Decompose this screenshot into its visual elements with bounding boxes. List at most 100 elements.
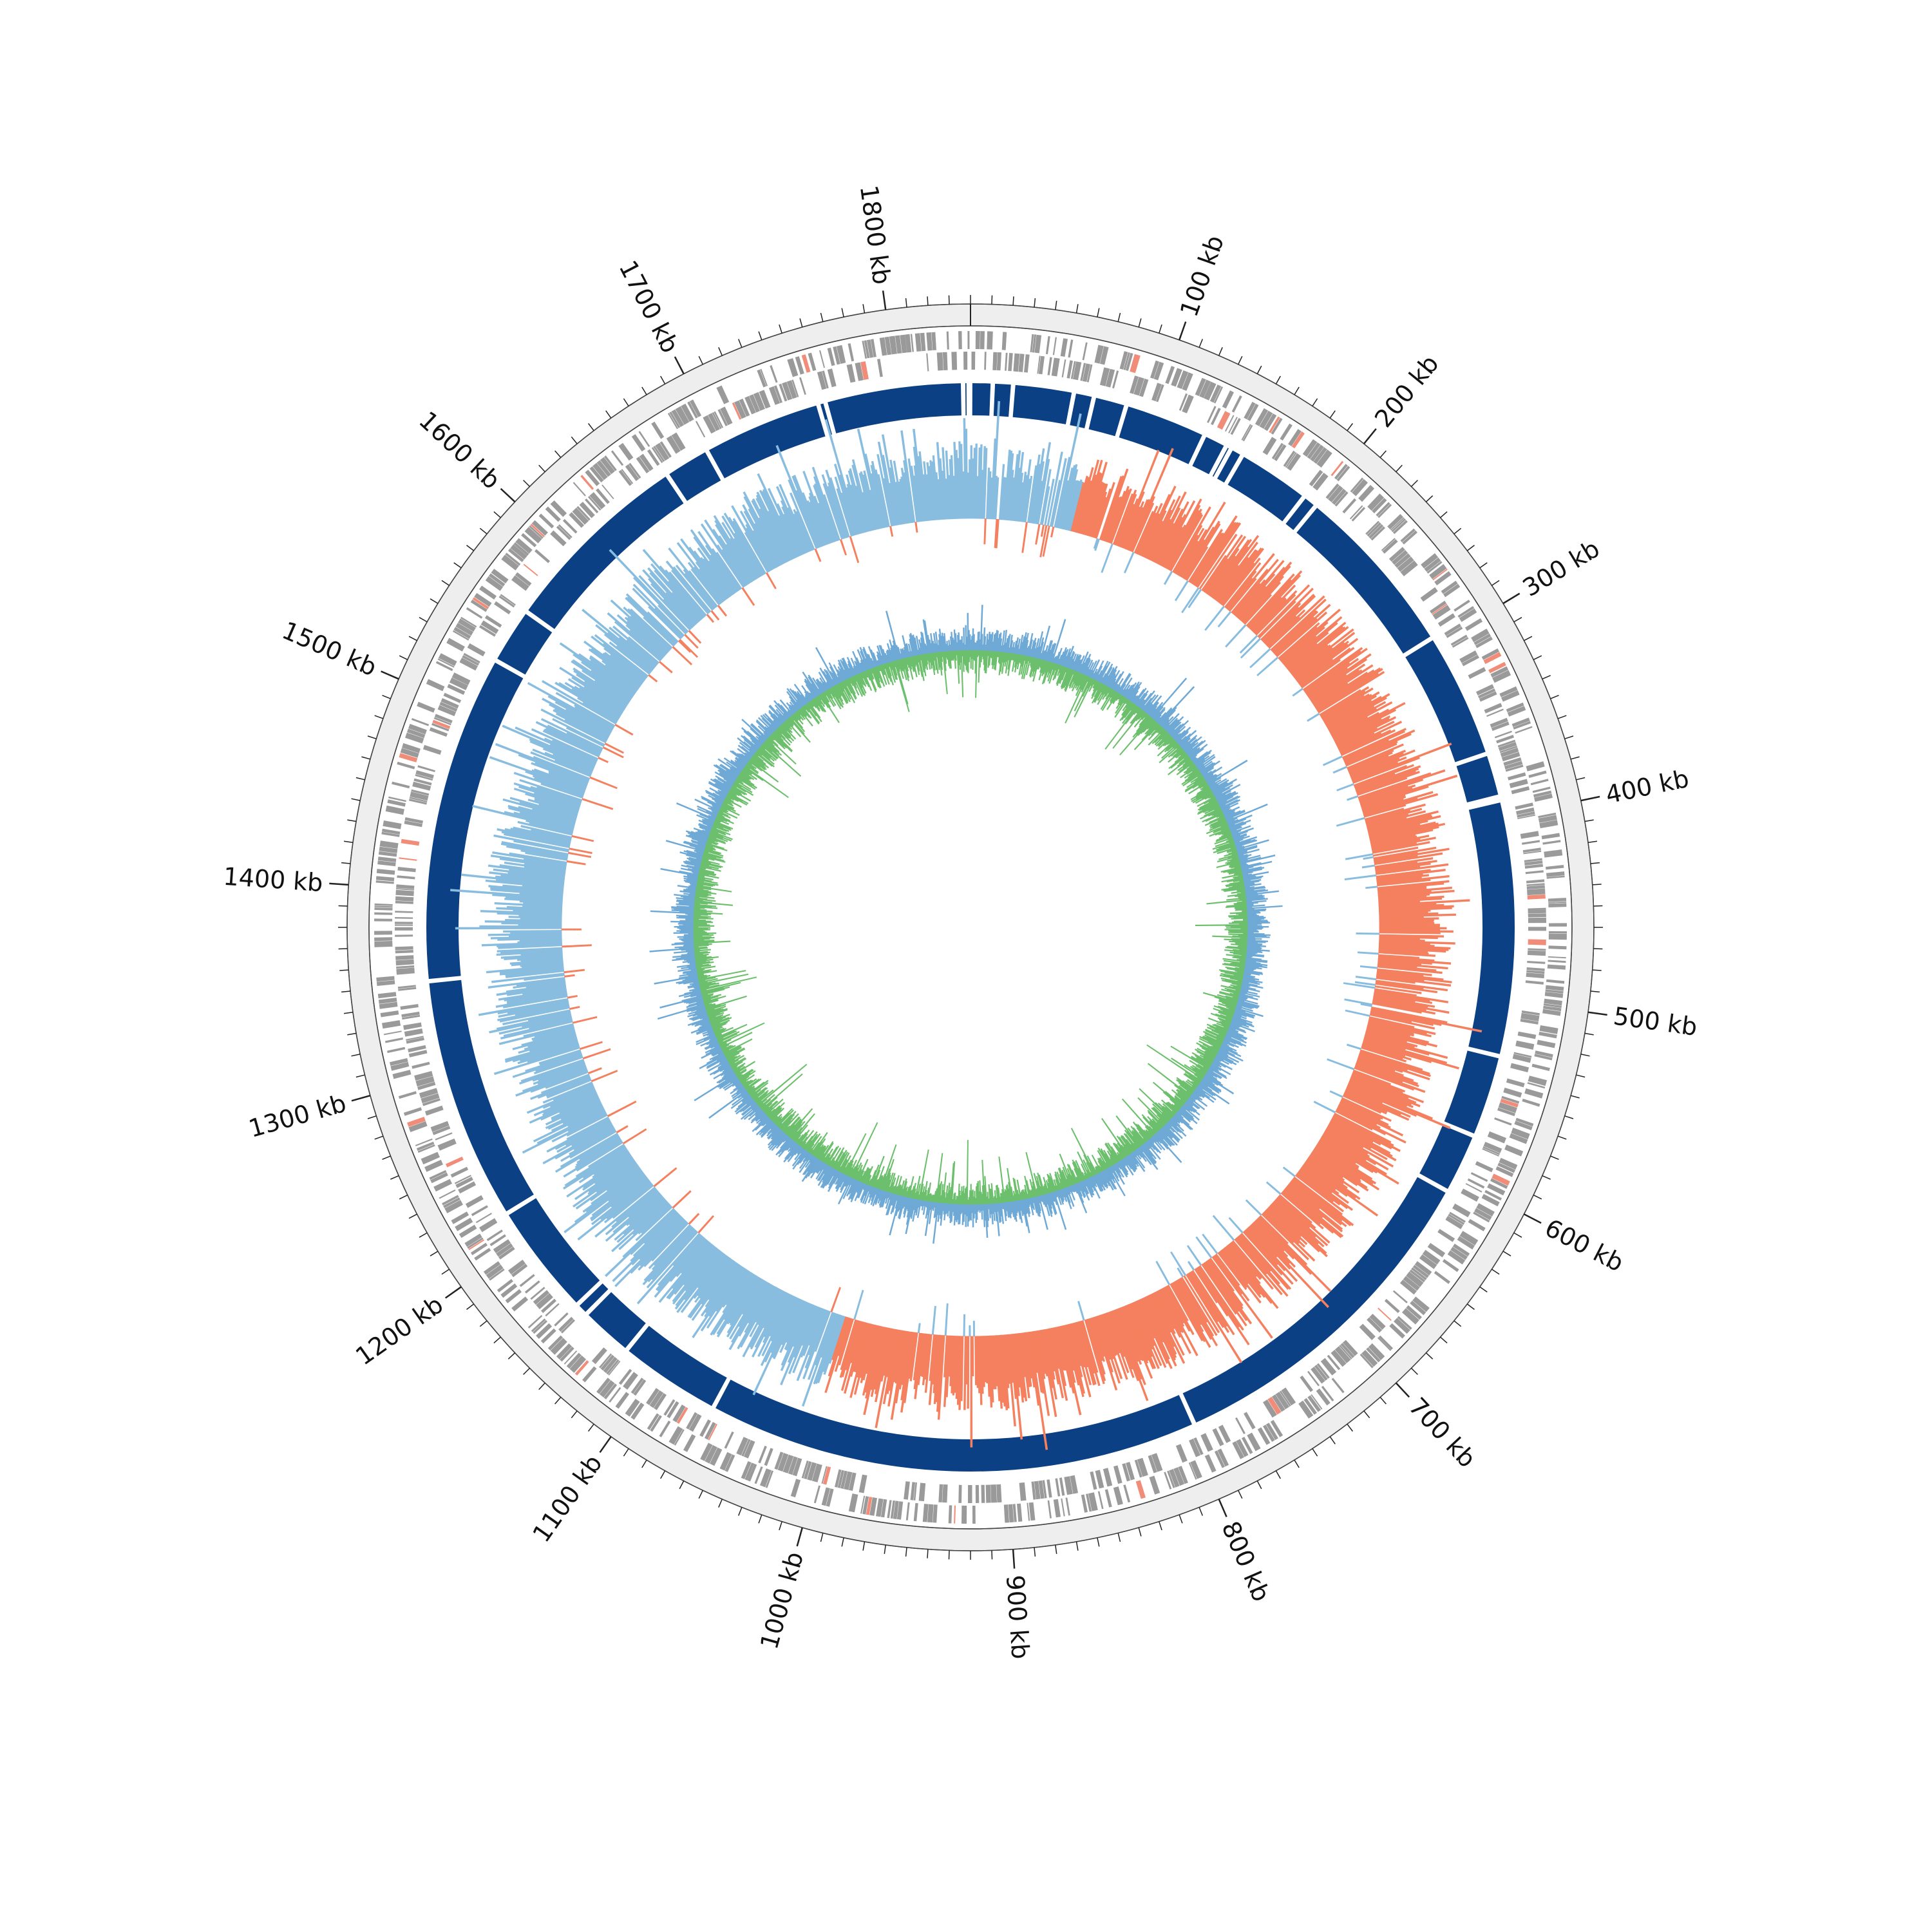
major-tick — [796, 1527, 804, 1547]
minor-tick — [1159, 1521, 1162, 1531]
minor-tick — [1312, 1448, 1318, 1457]
tick-label: 800 kb — [1216, 1517, 1275, 1605]
minor-tick — [641, 386, 647, 395]
minor-tick — [441, 1269, 450, 1275]
minor-tick — [1533, 655, 1542, 660]
major-tick — [500, 488, 516, 503]
minor-tick — [779, 324, 782, 334]
segment — [528, 477, 684, 629]
tick-label: 100 kb — [1175, 232, 1229, 321]
minor-tick — [1055, 1544, 1057, 1555]
tick-label: 1800 kb — [855, 184, 896, 286]
minor-tick — [1576, 777, 1586, 781]
minor-tick — [1513, 1232, 1522, 1238]
minor-tick — [1294, 386, 1300, 395]
minor-tick — [862, 1541, 866, 1551]
minor-tick — [571, 1410, 578, 1419]
minor-tick — [1584, 819, 1594, 822]
content-inner — [693, 650, 1248, 1205]
minor-tick — [1564, 1115, 1574, 1119]
segment — [1444, 1050, 1499, 1134]
minor-tick — [355, 777, 365, 781]
minor-tick — [1491, 580, 1500, 586]
tick-label: 900 kb — [1001, 1574, 1035, 1660]
minor-tick — [862, 304, 866, 314]
content-outer — [649, 605, 1283, 1244]
minor-tick — [1410, 480, 1418, 488]
segment — [828, 383, 961, 433]
tick-label: 1600 kb — [413, 406, 506, 495]
minor-tick — [1159, 324, 1162, 334]
minor-tick — [523, 480, 531, 488]
minor-tick — [479, 527, 488, 535]
major-tick — [1523, 1213, 1542, 1224]
minor-tick — [571, 436, 578, 444]
minor-tick — [1238, 1490, 1243, 1499]
minor-tick — [1363, 1410, 1370, 1419]
major-tick — [1012, 1549, 1016, 1569]
minor-tick — [351, 1054, 361, 1057]
minor-tick — [507, 1352, 516, 1359]
minor-tick — [948, 1550, 950, 1560]
minor-tick — [399, 1195, 408, 1200]
minor-tick — [338, 905, 348, 907]
minor-tick — [367, 735, 377, 739]
segment — [1419, 1125, 1473, 1189]
minor-tick — [698, 1490, 703, 1499]
segment — [1212, 448, 1229, 477]
minor-tick — [1590, 990, 1600, 993]
minor-tick — [361, 756, 371, 760]
minor-tick — [538, 1382, 545, 1390]
minor-tick — [1138, 1527, 1142, 1537]
minor-tick — [1075, 1541, 1079, 1551]
minor-tick — [1454, 1320, 1462, 1327]
minor-tick — [466, 545, 475, 551]
major-tick — [1218, 1499, 1227, 1517]
segment — [993, 383, 1011, 417]
minor-tick — [441, 580, 450, 586]
minor-tick — [1117, 312, 1121, 322]
segment — [1405, 640, 1486, 762]
segment — [1456, 755, 1499, 802]
minor-tick — [374, 715, 384, 719]
minor-tick — [1524, 636, 1533, 641]
minor-tick — [1179, 1514, 1183, 1524]
minor-tick — [1584, 1032, 1594, 1036]
segment — [1217, 450, 1240, 483]
minor-tick — [1075, 304, 1079, 314]
minor-tick — [339, 969, 349, 971]
minor-tick — [1479, 562, 1488, 569]
minor-tick — [738, 1507, 743, 1516]
segment — [1192, 437, 1224, 475]
minor-tick — [341, 862, 351, 864]
minor-tick — [1256, 365, 1262, 374]
tick-label: 1500 kb — [278, 616, 381, 681]
tick-label: 300 kb — [1518, 535, 1605, 603]
minor-tick — [479, 1320, 488, 1327]
minor-tick — [948, 295, 950, 305]
minor-tick — [1329, 1436, 1336, 1444]
minor-tick — [1379, 1397, 1387, 1405]
minor-tick — [1542, 675, 1551, 679]
minor-tick — [382, 1155, 391, 1160]
minor-tick — [554, 1397, 562, 1405]
minor-tick — [820, 312, 824, 322]
skew-negative — [450, 401, 1380, 1407]
minor-tick — [1312, 398, 1318, 407]
minor-tick — [660, 1470, 666, 1479]
minor-tick — [343, 840, 354, 843]
segment — [1227, 457, 1302, 522]
minor-tick — [927, 296, 929, 306]
tick-label: 1200 kb — [350, 1290, 448, 1370]
minor-tick — [738, 339, 743, 348]
minor-tick — [1055, 300, 1057, 310]
major-tick — [1502, 592, 1520, 605]
minor-tick — [1294, 1459, 1300, 1468]
minor-tick — [1256, 1481, 1262, 1490]
major-tick — [351, 1094, 371, 1102]
segment — [715, 1379, 1192, 1472]
minor-tick — [453, 562, 462, 569]
minor-tick — [1557, 715, 1567, 719]
minor-tick — [408, 636, 417, 641]
